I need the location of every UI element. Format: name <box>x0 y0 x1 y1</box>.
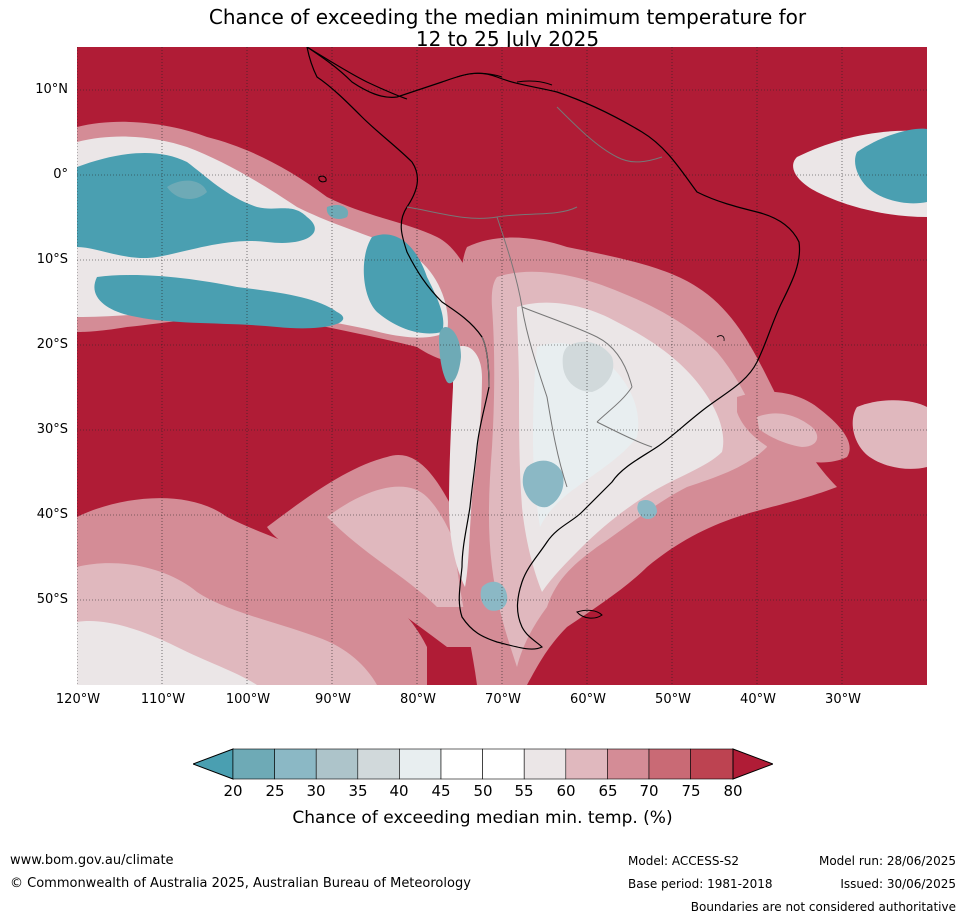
probability-map <box>77 47 927 685</box>
south-georgia-island <box>716 335 725 342</box>
lat-label-0: 0° <box>53 167 68 182</box>
model-run-date: Model run: 28/06/2025 <box>818 854 956 868</box>
paraguay-grey-patch <box>562 341 614 392</box>
colorbar-bin-70-75 <box>648 748 691 780</box>
lon-label-100w: 100°W <box>225 692 271 707</box>
colorbar-bin-50-55 <box>482 748 525 780</box>
equatorial-pacific-blue-band <box>77 152 315 259</box>
map-title-line1: Chance of exceeding the median minimum t… <box>208 5 807 29</box>
model-name: Model: ACCESS-S2 <box>628 854 740 868</box>
peru-coast-blue-patch <box>363 234 444 334</box>
boundaries-disclaimer: Boundaries are not considered authoritat… <box>690 900 956 914</box>
colorbar-tick-25: 25 <box>265 782 285 800</box>
falkland-islands <box>576 609 603 619</box>
colorbar-tick-80: 80 <box>723 782 743 800</box>
colorbar-label: Chance of exceeding median min. temp. (%… <box>292 808 673 828</box>
colorbar-tick-30: 30 <box>306 782 326 800</box>
country-borders <box>406 106 663 488</box>
colorbar-bin-60-65 <box>565 748 608 780</box>
south-america-coastline <box>306 47 801 650</box>
colorbar-tick-65: 65 <box>598 782 618 800</box>
andes-white-strip <box>449 346 482 587</box>
lon-label-50w: 50°W <box>655 692 691 707</box>
andes-blue-strip <box>439 327 461 384</box>
colorbar-tick-35: 35 <box>348 782 368 800</box>
colorbar-tick-50: 50 <box>473 782 493 800</box>
colorbar-bin-75-80 <box>690 748 734 780</box>
lon-label-120w: 120°W <box>55 692 101 707</box>
colorbar-bin-55-60 <box>523 748 567 780</box>
lat-label-20s: 20°S <box>36 337 68 352</box>
website-link[interactable]: www.bom.gov.au/climate <box>10 853 174 868</box>
colorbar-bin-65-70 <box>607 748 650 780</box>
colorbar-bin-25-30 <box>274 748 317 780</box>
colorbar-tick-45: 45 <box>431 782 451 800</box>
central-america-coastline <box>306 47 408 100</box>
atlantic-blue-tongue <box>855 128 927 204</box>
southwest-pacific-white-field <box>77 621 257 685</box>
argentina-blue-patch <box>522 460 564 508</box>
lat-label-10s: 10°S <box>36 252 68 267</box>
issued-date: Issued: 30/06/2025 <box>840 877 956 891</box>
copyright-text: © Commonwealth of Australia 2025, Austra… <box>10 876 471 891</box>
lon-label-90w: 90°W <box>315 692 351 707</box>
lat-label-10n: 10°N <box>35 82 68 97</box>
colorbar-bin-30-35 <box>315 748 359 780</box>
atlantic-east-light-patch <box>852 400 927 469</box>
map-title-line2: 12 to 25 July 2025 <box>415 27 600 51</box>
colorbar-bin-35-40 <box>357 748 400 780</box>
pacific-blue-tongue <box>94 275 344 329</box>
colorbar-bin-20-25 <box>232 748 275 780</box>
lat-label-40s: 40°S <box>36 507 68 522</box>
colorbar-tick-70: 70 <box>639 782 659 800</box>
base-period: Base period: 1981-2018 <box>628 877 773 891</box>
lon-label-40w: 40°W <box>740 692 776 707</box>
lat-label-50s: 50°S <box>36 592 68 607</box>
lon-label-110w: 110°W <box>140 692 186 707</box>
map-canvas <box>77 47 927 685</box>
colorbar-tick-75: 75 <box>681 782 701 800</box>
colorbar-bin-45-50 <box>440 748 483 780</box>
colorbar-tick-40: 40 <box>389 782 409 800</box>
south-pacific-light-plume <box>327 486 477 607</box>
colorbar-high-arrow <box>732 748 775 780</box>
caribbean-islands <box>456 72 553 86</box>
colorbar-low-arrow <box>191 748 234 780</box>
southwest-atlantic-blue-spot <box>637 500 657 520</box>
lon-label-60w: 60°W <box>570 692 606 707</box>
colorbar-bin-40-45 <box>399 748 442 780</box>
galapagos-islands <box>318 175 327 183</box>
colorbar <box>191 748 775 780</box>
lon-label-30w: 30°W <box>825 692 861 707</box>
patagonia-blue-patch <box>480 581 508 611</box>
lat-label-30s: 30°S <box>36 422 68 437</box>
lon-label-80w: 80°W <box>400 692 436 707</box>
colorbar-graphic <box>191 748 775 780</box>
graticule <box>77 47 927 685</box>
lon-label-70w: 70°W <box>485 692 521 707</box>
small-blue-islands <box>167 180 349 219</box>
colorbar-tick-55: 55 <box>514 782 534 800</box>
atlantic-light-patch <box>757 413 818 447</box>
colorbar-tick-60: 60 <box>556 782 576 800</box>
colorbar-tick-20: 20 <box>223 782 243 800</box>
